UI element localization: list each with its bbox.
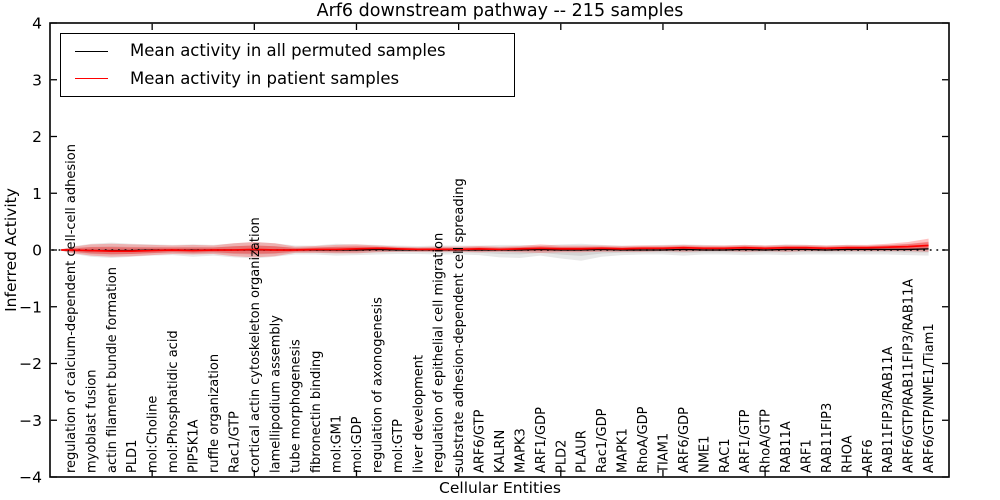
x-tick-label: RAB11FIP3 xyxy=(820,403,835,473)
x-tick-label: Rac1/GDP xyxy=(595,408,610,473)
x-tick-label: PIP5K1A xyxy=(187,419,202,473)
x-tick-label: RAB11A xyxy=(779,421,794,473)
x-tick-label: mol:GM1 xyxy=(330,415,345,473)
y-tick-label: 2 xyxy=(32,128,42,146)
x-tick-label: mol:GDP xyxy=(350,416,365,473)
x-tick-label: fibronectin binding xyxy=(309,351,324,473)
x-tick-label: MAPK3 xyxy=(513,428,528,473)
x-tick-label: ARF6/GTP xyxy=(473,409,488,473)
y-tick-label: −4 xyxy=(19,469,42,487)
permuted-band-outer xyxy=(61,242,929,261)
x-axis-label: Cellular Entities xyxy=(439,479,561,497)
x-tick-label: ruffle organization xyxy=(207,354,222,473)
x-tick-label: actin filament bundle formation xyxy=(105,267,120,473)
x-tick-label: ARF1/GTP xyxy=(738,409,753,473)
x-tick-label: MAPK1 xyxy=(616,428,631,473)
x-tick-label: RAB11FIP3/RAB11A xyxy=(881,346,896,473)
x-tick-label: NME1 xyxy=(697,436,712,473)
legend-item-patient: Mean activity in patient samples xyxy=(75,69,514,89)
x-tick-label: RHOA xyxy=(840,435,855,473)
legend: Mean activity in all permuted samples Me… xyxy=(60,33,515,97)
x-tick-label: RhoA/GDP xyxy=(636,406,651,473)
x-tick-label: PLD2 xyxy=(554,440,569,473)
axes-frame xyxy=(49,22,950,478)
y-tick-label: 0 xyxy=(32,242,42,260)
x-tick-label: cortical actin cytoskeleton organization xyxy=(248,217,263,473)
x-tick-label: ARF6/GTP/NME1/Tiam1 xyxy=(922,323,937,473)
legend-line-swatch-patient xyxy=(75,78,108,80)
y-tick-label: 4 xyxy=(32,15,42,33)
y-tick-label: 1 xyxy=(32,185,42,203)
x-tick-label: substrate adhesion-dependent cell spread… xyxy=(452,178,467,473)
legend-label-permuted: Mean activity in all permuted samples xyxy=(130,41,446,61)
patient-mean-line xyxy=(61,244,929,252)
x-tick-label: RAC1 xyxy=(718,438,733,473)
x-tick-label: myoblast fusion xyxy=(84,369,99,473)
x-tick-label: mol:Choline xyxy=(146,396,161,473)
x-tick-label: liver development xyxy=(411,355,426,473)
chart-title: Arf6 downstream pathway -- 215 samples xyxy=(316,1,684,21)
patient-band-inner xyxy=(61,241,929,255)
x-tick-label: regulation of epithelial cell migration xyxy=(432,233,447,473)
legend-line-swatch-permuted xyxy=(75,50,108,52)
x-tick-label: ARF6/GTP/RAB11FIP3/RAB11A xyxy=(902,279,917,473)
x-tick-label: regulation of calcium-dependent cell-cel… xyxy=(64,144,79,473)
x-tick-label: ARF1 xyxy=(799,439,814,473)
y-tick-label: 3 xyxy=(32,71,42,89)
x-tick-label: mol:Phosphatidic acid xyxy=(166,330,181,473)
x-tick-label: lamellipodium assembly xyxy=(268,315,283,473)
patient-band-outer xyxy=(61,238,929,258)
x-tick-label: tube morphogenesis xyxy=(289,339,304,473)
legend-item-permuted: Mean activity in all permuted samples xyxy=(75,41,514,61)
x-tick-label: KALRN xyxy=(493,430,508,473)
y-tick-label: −3 xyxy=(19,412,42,430)
x-tick-label: RhoA/GTP xyxy=(759,409,774,473)
y-tick-label: −2 xyxy=(19,355,42,373)
x-tick-label: mol:GTP xyxy=(391,419,406,473)
y-tick-label: −1 xyxy=(19,298,42,316)
x-tick-label: PLAUR xyxy=(575,430,590,473)
x-tick-label: ARF6 xyxy=(861,439,876,473)
x-tick-label: ARF1/GDP xyxy=(534,407,549,473)
x-tick-label: Rac1/GTP xyxy=(227,411,242,473)
x-tick-label: TIAM1 xyxy=(656,433,671,474)
x-tick-label: regulation of axonogenesis xyxy=(370,297,385,473)
x-tick-label: ARF6/GDP xyxy=(677,407,692,473)
legend-label-patient: Mean activity in patient samples xyxy=(130,68,400,88)
x-tick-label: PLD1 xyxy=(125,440,140,473)
